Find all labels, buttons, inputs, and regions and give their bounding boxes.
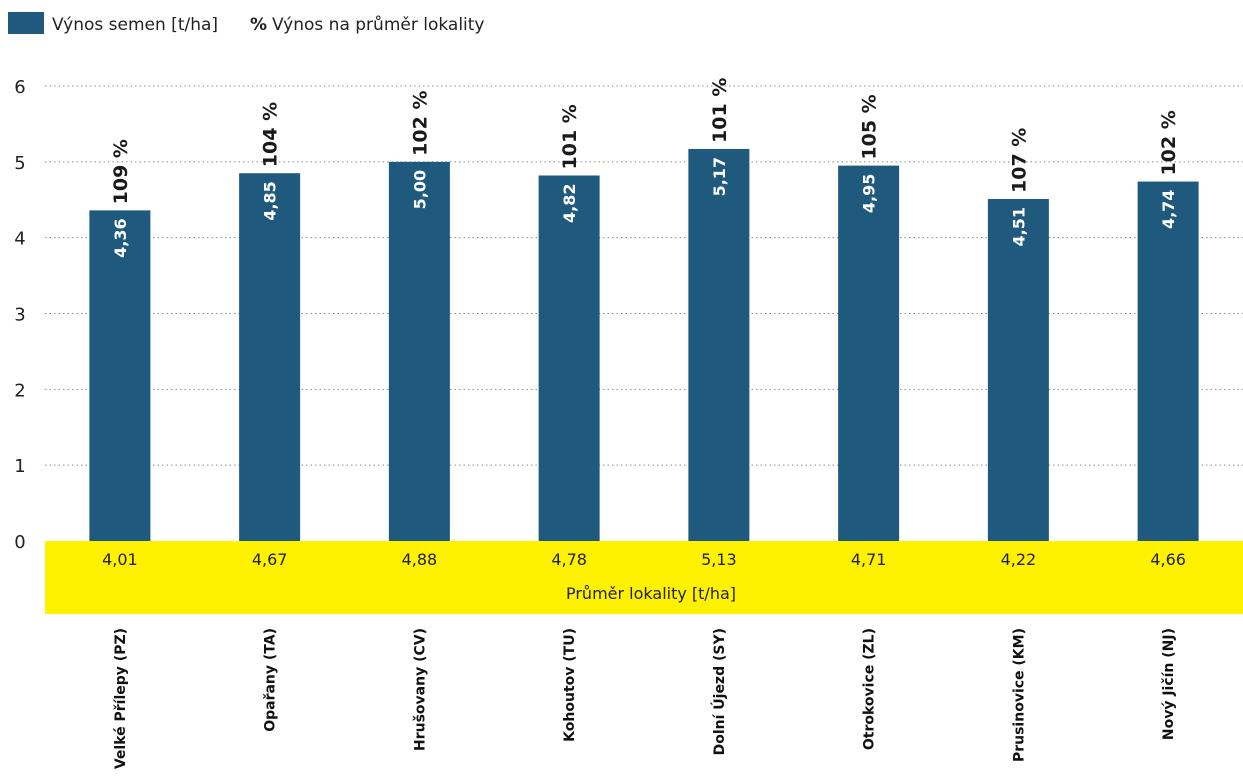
percent-label: 101 % <box>559 104 581 169</box>
legend-percent-label: Výnos na průměr lokality <box>272 15 485 35</box>
site-average-value: 4,67 <box>252 550 288 569</box>
site-average-value: 4,78 <box>551 550 587 569</box>
percent-label: 101 % <box>709 78 731 143</box>
bar <box>987 198 1049 541</box>
site-average-value: 4,88 <box>402 550 438 569</box>
bar <box>388 161 450 542</box>
legend-yield-label: Výnos semen [t/ha] <box>52 15 218 35</box>
category-label: Velké Přílepy (PZ) <box>113 628 129 769</box>
site-average-value: 4,01 <box>102 550 138 569</box>
category-labels: Velké Přílepy (PZ) Opařany (TA) Hrušovany … <box>113 628 1177 769</box>
bar <box>89 210 151 541</box>
bars <box>89 148 1199 542</box>
site-average-value: 4,71 <box>851 550 887 569</box>
site-average-value: 4,22 <box>1001 550 1037 569</box>
bar-value-label: 4,95 <box>860 174 879 213</box>
y-tick-label: 1 <box>14 456 25 477</box>
percent-label: 102 % <box>1158 110 1180 175</box>
site-average-title: Průměr lokality [t/ha] <box>566 584 736 603</box>
y-tick-label: 3 <box>14 305 25 326</box>
legend: Výnos semen [t/ha] % Výnos na průměr lok… <box>8 12 485 35</box>
category-label: Nový Jičín (NJ) <box>1161 628 1177 740</box>
bar-value-label: 4,36 <box>111 218 130 257</box>
y-tick-label: 2 <box>14 380 25 401</box>
y-tick-label: 5 <box>14 153 25 174</box>
percent-label: 105 % <box>859 94 881 159</box>
category-label: Otrokovice (ZL) <box>862 628 878 750</box>
category-label: Opařany (TA) <box>263 628 279 732</box>
bar-value-label: 4,51 <box>1009 207 1028 246</box>
bar <box>1137 181 1199 542</box>
percent-label: 107 % <box>1008 128 1030 193</box>
grid <box>45 85 1243 466</box>
y-axis: 0 1 2 3 4 5 6 <box>14 77 25 553</box>
site-average-value: 5,13 <box>701 550 737 569</box>
site-average-background <box>45 541 1243 614</box>
bar-value-label: 4,85 <box>261 181 280 220</box>
bar <box>538 175 600 541</box>
category-label: Hrušovany (CV) <box>412 628 428 751</box>
bar-value-label: 4,82 <box>560 183 579 222</box>
bar-value-labels: 4,36 4,85 5,00 4,82 5,17 4,95 4,51 4,74 <box>111 157 1178 258</box>
category-label: Dolní Újezd (SY) <box>710 628 728 755</box>
bar-value-label: 5,00 <box>410 170 429 209</box>
bar <box>688 148 750 542</box>
category-label: Kohoutov (TU) <box>562 628 578 742</box>
site-average-value: 4,66 <box>1150 550 1186 569</box>
percent-label: 109 % <box>110 139 132 204</box>
legend-percent-symbol: % <box>250 15 267 35</box>
category-label: Prusinovice (KM) <box>1011 628 1027 762</box>
percent-label: 102 % <box>409 91 431 156</box>
bar <box>239 173 301 542</box>
bar <box>838 165 900 541</box>
y-tick-label: 4 <box>14 229 25 250</box>
y-tick-label: 6 <box>14 77 25 98</box>
bar-value-label: 4,74 <box>1159 190 1178 229</box>
y-tick-label: 0 <box>14 532 25 553</box>
bar-value-label: 5,17 <box>710 157 729 196</box>
percent-labels: 109 % 104 % 102 % 101 % 101 % 105 % 107 % 102 % <box>110 78 1180 205</box>
site-average-band: 4,01 4,67 4,88 4,78 5,13 4,71 4,22 4,66 Průměr … <box>45 541 1243 614</box>
percent-label: 104 % <box>260 102 282 167</box>
legend-swatch-yield <box>8 12 44 34</box>
site-average-values: 4,01 4,67 4,88 4,78 5,13 4,71 4,22 4,66 <box>102 550 1186 569</box>
